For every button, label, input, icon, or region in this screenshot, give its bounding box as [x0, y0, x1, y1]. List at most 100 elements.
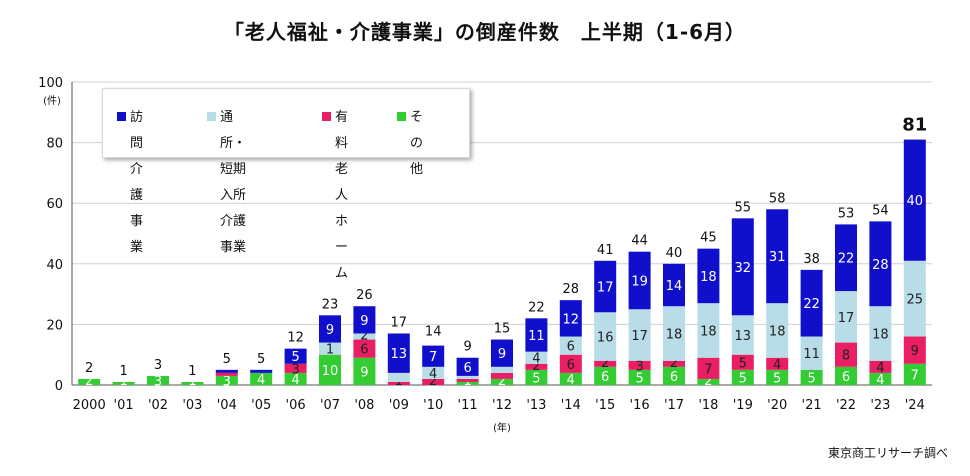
segment-label: 2 — [360, 329, 368, 344]
bar-segment — [456, 357, 479, 376]
segment-label: 18 — [700, 324, 717, 339]
total-label: 54 — [872, 203, 889, 218]
segment-label: 9 — [360, 314, 368, 329]
bar-segment — [559, 354, 582, 373]
x-tick-label: '14 — [561, 398, 581, 413]
x-tick-label: '20 — [767, 398, 787, 413]
bar-segment — [456, 381, 479, 385]
total-label: 2 — [85, 361, 93, 376]
bar-segment — [628, 309, 651, 361]
bar-segment — [628, 251, 651, 310]
segment-label: 11 — [803, 347, 820, 362]
total-label: 5 — [257, 352, 265, 367]
legend-swatch-day-care — [207, 112, 216, 121]
segment-label: 22 — [838, 252, 855, 267]
segment-label: 18 — [666, 327, 683, 342]
bar-segment — [387, 381, 410, 385]
bar-segment — [731, 218, 754, 316]
segment-label: 18 — [769, 324, 786, 339]
total-label: 38 — [803, 252, 820, 267]
legend-label-nursing-home: 有料老人 ホーム — [335, 110, 349, 281]
chart-title: 「老人福祉・介護事業」の倒産件数 上半期（1-6月） — [223, 20, 747, 44]
segment-label: 4 — [291, 373, 299, 388]
total-label: 17 — [391, 315, 408, 330]
x-tick-label: '10 — [423, 398, 443, 413]
x-tick-label: '04 — [217, 398, 237, 413]
bar-segment — [319, 315, 341, 343]
bar-segment — [663, 263, 685, 307]
segment-label: 2 — [85, 374, 93, 389]
total-label: 12 — [287, 331, 304, 346]
bar-segment — [319, 354, 341, 385]
segment-label: 4 — [876, 361, 884, 376]
total-label: 3 — [154, 358, 162, 373]
bar-segment — [353, 357, 376, 385]
segment-label: 6 — [567, 358, 575, 373]
bar-segment — [456, 375, 479, 379]
segment-label: 16 — [597, 331, 614, 346]
total-label: 15 — [494, 322, 511, 337]
x-tick-label: '19 — [733, 398, 753, 413]
segment-label: 19 — [631, 274, 648, 289]
total-label: 28 — [563, 282, 580, 297]
bar-segment — [869, 360, 892, 373]
segment-label: 7 — [911, 368, 919, 383]
segment-label: 13 — [391, 347, 408, 362]
bar-segment — [215, 372, 238, 376]
x-tick-label: '05 — [251, 398, 271, 413]
total-label: 40 — [666, 246, 683, 261]
bar-segment — [284, 348, 307, 364]
x-tick-label: '23 — [870, 398, 890, 413]
bar-segment — [731, 354, 754, 370]
segment-label: 2 — [498, 374, 506, 389]
y-tick-label: 100 — [38, 76, 63, 91]
bar-segment — [628, 369, 651, 385]
segment-label: 4 — [567, 373, 575, 388]
total-label: 9 — [463, 340, 471, 355]
total-label: 53 — [838, 206, 855, 221]
bar-segment — [697, 357, 720, 379]
segment-label: 14 — [666, 279, 683, 294]
bar-segment — [628, 360, 651, 370]
segment-label: 3 — [154, 374, 162, 389]
segment-label: 9 — [326, 323, 334, 338]
total-label: 55 — [735, 200, 752, 215]
x-tick-label: '02 — [148, 398, 168, 413]
source-note: 東京商工リサーチ調べ — [827, 446, 948, 460]
total-label: 23 — [322, 297, 339, 312]
segment-label: 7 — [704, 362, 712, 377]
segment-label: 11 — [528, 329, 545, 344]
segment-label: 28 — [872, 258, 889, 273]
segment-label: 3 — [291, 362, 299, 377]
total-label: 22 — [528, 300, 545, 315]
segment-label: 4 — [773, 358, 781, 373]
segment-label: 2 — [532, 359, 540, 374]
total-label: 45 — [700, 231, 717, 246]
bar-segment — [697, 248, 720, 304]
segment-label: 5 — [532, 371, 540, 386]
bar-segment — [525, 363, 548, 370]
y-axis-label: (件) — [43, 95, 61, 107]
x-axis-label: (年) — [493, 421, 511, 434]
x-tick-label: '12 — [492, 398, 512, 413]
y-tick-label: 80 — [46, 137, 63, 152]
segment-label: 31 — [769, 250, 786, 265]
bar-segment — [422, 366, 445, 379]
segment-label: 1 — [119, 374, 127, 389]
y-tick-label: 60 — [46, 197, 63, 212]
segment-label: 7 — [429, 350, 437, 365]
segment-label: 4 — [429, 367, 437, 382]
bar-segment — [422, 378, 445, 385]
bar-segment — [766, 357, 789, 370]
legend-label-day-care: 通所・短期入所 介護事業 — [220, 110, 247, 255]
segment-label: 5 — [773, 371, 781, 386]
bar-segment — [731, 315, 754, 355]
bar-segment — [731, 369, 754, 385]
bar-segment — [387, 333, 410, 373]
bar-segment — [594, 312, 617, 361]
segment-label: 9 — [360, 365, 368, 380]
x-tick-label: '13 — [526, 398, 546, 413]
bar-segment — [491, 372, 513, 379]
bar-segment — [353, 333, 376, 340]
segment-label: 6 — [601, 370, 609, 385]
